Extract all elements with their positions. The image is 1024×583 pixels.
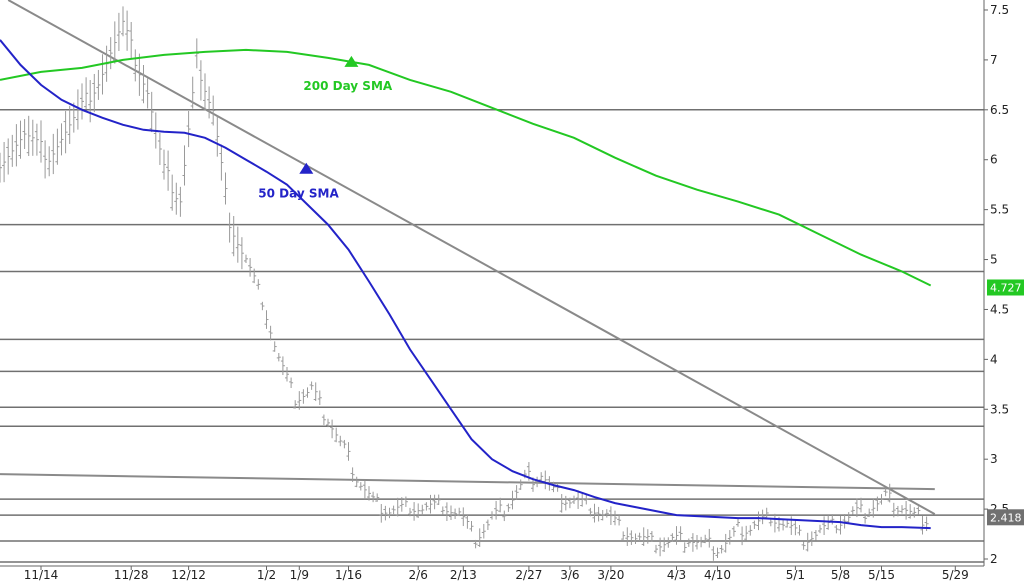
x-tick-label: 1/9 <box>290 568 309 582</box>
annotation-label: 200 Day SMA <box>303 79 393 93</box>
y-tick-label: 4 <box>990 352 998 366</box>
y-tick-label: 6 <box>990 153 998 167</box>
x-tick-label: 1/2 <box>257 568 276 582</box>
annotation-marker-icon <box>344 55 359 67</box>
sma200-last-value-label-box <box>987 279 1024 296</box>
x-tick-label: 5/1 <box>786 568 805 582</box>
y-tick-label: 6.5 <box>990 103 1009 117</box>
annotation-marker-icon <box>299 162 314 174</box>
y-tick-label: 3 <box>990 452 998 466</box>
time-axis: 11/14 11/28 12/12 1/2 1/9 1/16 2/6 2/13 2/27 3/6 3… <box>24 566 969 582</box>
moving-averages <box>0 39 932 530</box>
x-tick-label: 3/6 <box>560 568 579 582</box>
x-tick-label: 4/3 <box>667 568 686 582</box>
price-axis: 7.576.565.554.543.532.52 <box>984 3 1009 566</box>
annotation-label: 50 Day SMA <box>258 187 339 201</box>
last-value-labels: 4.727 2.418 <box>987 279 1024 526</box>
x-tick-label: 2/27 <box>515 568 542 582</box>
x-tick-label: 5/29 <box>942 568 969 582</box>
price-bars <box>0 6 929 561</box>
last-price-label: 2.418 <box>990 511 1022 524</box>
last-price-label-box <box>987 509 1024 526</box>
y-tick-label: 3.5 <box>990 402 1009 416</box>
x-tick-label: 1/16 <box>335 568 362 582</box>
y-tick-label: 5 <box>990 253 998 267</box>
trendlines <box>0 0 936 515</box>
sma50-line <box>0 39 931 530</box>
annotations: 200 Day SMA 50 Day SMA <box>258 55 393 201</box>
horizontal-levels <box>0 109 984 563</box>
sma200-line <box>0 48 932 287</box>
x-tick-label: 12/12 <box>171 568 206 582</box>
y-tick-label: 4.5 <box>990 302 1009 316</box>
y-tick-label: 7.5 <box>990 3 1009 17</box>
x-tick-label: 3/20 <box>597 568 624 582</box>
plot-background <box>0 0 984 566</box>
x-tick-label: 5/15 <box>868 568 895 582</box>
x-tick-label: 2/13 <box>450 568 477 582</box>
x-tick-label: 11/28 <box>114 568 149 582</box>
trendline <box>7 0 936 515</box>
y-tick-label: 2 <box>990 552 998 566</box>
sma200-last-value-label: 4.727 <box>990 281 1022 294</box>
x-tick-label: 11/14 <box>24 568 59 582</box>
x-tick-label: 5/8 <box>831 568 850 582</box>
y-tick-label: 5.5 <box>990 203 1009 217</box>
x-tick-label: 2/6 <box>409 568 428 582</box>
x-tick-label: 4/10 <box>704 568 731 582</box>
trendline <box>0 473 935 491</box>
y-tick-label: 7 <box>990 53 998 67</box>
